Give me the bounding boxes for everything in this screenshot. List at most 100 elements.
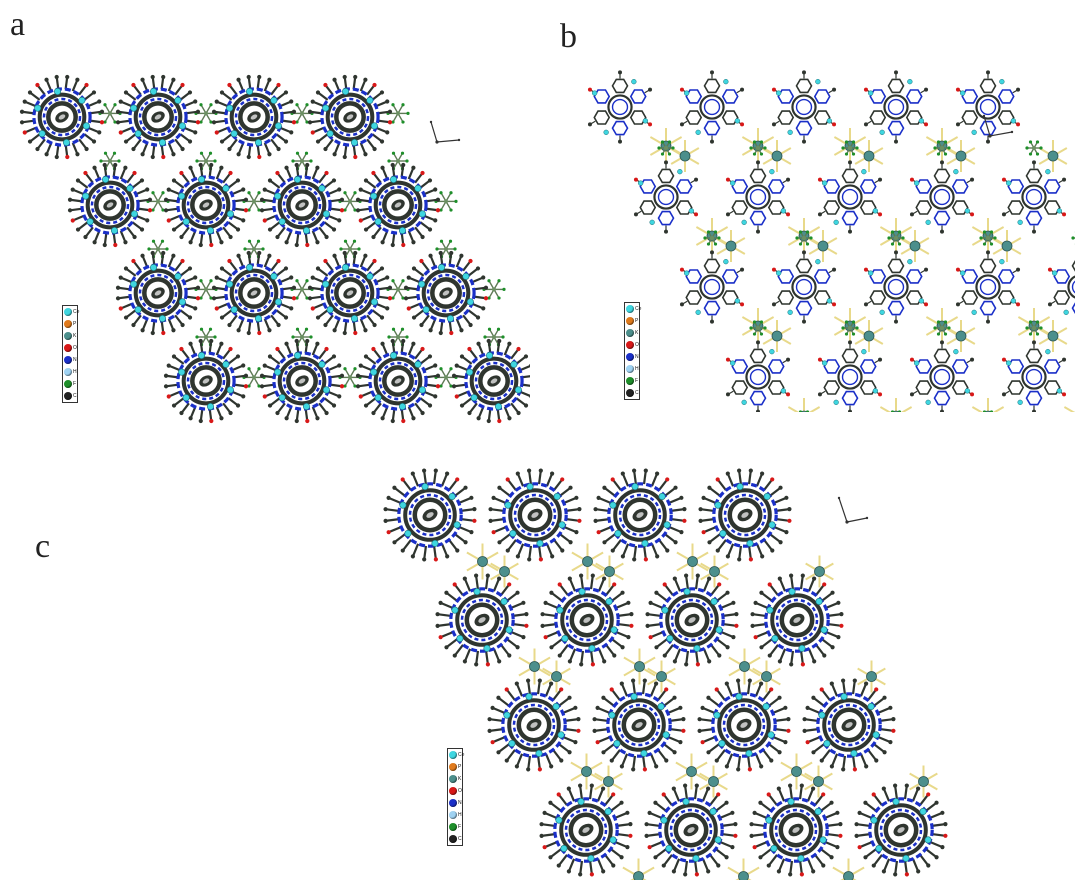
counter-ion-k xyxy=(623,648,656,685)
legend-entry: P xyxy=(63,318,77,330)
panel-label-b: b xyxy=(560,18,577,55)
atom-swatch-icon xyxy=(626,317,634,325)
macrocycle-cluster xyxy=(802,678,896,772)
counter-ion-f xyxy=(242,367,266,388)
macrocycle-cluster xyxy=(750,573,844,667)
macrocycle-cluster xyxy=(863,70,929,144)
macrocycle-cluster xyxy=(383,468,477,562)
counter-ion-f xyxy=(98,103,122,124)
legend-symbol: Ce xyxy=(73,308,80,315)
counter-ion-k xyxy=(699,765,728,798)
counter-ion-f xyxy=(387,151,409,171)
counter-ion-k xyxy=(542,660,571,693)
atom-swatch-icon xyxy=(64,368,72,376)
counter-ion-k xyxy=(675,753,708,790)
legend-symbol: P xyxy=(73,320,77,327)
counter-ion-k xyxy=(780,753,813,790)
legend-symbol: P xyxy=(458,763,462,770)
legend-symbol: P xyxy=(635,317,639,324)
atom-swatch-icon xyxy=(626,305,634,313)
counter-ion-f xyxy=(194,279,218,300)
legend-symbol: O xyxy=(458,787,462,794)
macrocycle-cluster xyxy=(817,160,883,234)
counter-ion-k xyxy=(787,398,821,412)
atom-swatch-icon xyxy=(449,811,457,819)
legend-entry: C xyxy=(448,833,462,845)
counter-ion-k xyxy=(808,230,838,262)
counter-ion-k xyxy=(1063,406,1075,412)
counter-ion-k xyxy=(594,765,623,798)
macrocycle-cluster xyxy=(403,250,489,336)
counter-ion-f xyxy=(435,239,457,259)
panel-label-c: c xyxy=(35,528,51,565)
atom-swatch-icon xyxy=(449,787,457,795)
legend-symbol: H xyxy=(73,368,77,375)
counter-ion-f xyxy=(841,140,859,156)
legend-symbol: Ce xyxy=(458,751,465,758)
macrocycle-cluster xyxy=(540,573,634,667)
macrocycle-cluster xyxy=(592,678,686,772)
legend-entry: Ce xyxy=(448,749,465,761)
counter-ion-k xyxy=(762,320,792,352)
axis-indicator-b xyxy=(982,114,1014,138)
counter-ion-k xyxy=(716,230,746,262)
macrocycle-cluster xyxy=(487,678,581,772)
atom-swatch-icon xyxy=(626,353,634,361)
macrocycle-cluster xyxy=(259,338,345,424)
counter-ion-k xyxy=(804,765,833,798)
counter-ion-f xyxy=(291,327,313,347)
panel-a-structure xyxy=(19,74,530,424)
macrocycle-cluster xyxy=(645,573,739,667)
legend-symbol: H xyxy=(635,365,639,372)
atom-swatch-icon xyxy=(64,392,72,400)
legend-entry: K xyxy=(448,773,462,785)
legend-entry: N xyxy=(625,351,639,363)
legend-entry: O xyxy=(63,342,77,354)
macrocycle-cluster xyxy=(854,783,948,877)
macrocycle-cluster xyxy=(697,678,791,772)
legend-entry: F xyxy=(63,378,77,390)
counter-ion-f xyxy=(890,410,902,412)
counter-ion-f xyxy=(386,103,410,124)
macrocycle-cluster xyxy=(163,338,249,424)
macrocycle-cluster xyxy=(771,250,837,324)
counter-ion-f xyxy=(982,410,994,412)
atom-swatch-icon xyxy=(449,763,457,771)
atom-swatch-icon xyxy=(64,344,72,352)
counter-ion-k xyxy=(700,555,729,588)
counter-ion-f xyxy=(798,410,810,412)
counter-ion-k xyxy=(676,543,709,580)
atom-swatch-icon xyxy=(64,356,72,364)
counter-ion-k xyxy=(466,543,499,580)
counter-ion-f xyxy=(703,230,721,246)
atom-swatch-icon xyxy=(64,308,72,316)
legend-entry: Ce xyxy=(63,306,80,318)
macrocycle-cluster xyxy=(593,468,687,562)
axis-indicator-a xyxy=(429,120,461,144)
macrocycle-cluster xyxy=(307,74,393,160)
macrocycle-cluster xyxy=(1001,340,1067,412)
counter-ion-f xyxy=(887,230,905,246)
counter-ion-f xyxy=(1025,140,1043,156)
macrocycle-cluster xyxy=(355,162,441,248)
legend-entry: H xyxy=(625,363,639,375)
macrocycle-cluster xyxy=(725,160,791,234)
counter-ion-f xyxy=(290,103,314,124)
macrocycle-cluster xyxy=(679,70,745,144)
counter-ion-k xyxy=(490,555,519,588)
legend-entry: K xyxy=(63,330,77,342)
atom-swatch-icon xyxy=(64,332,72,340)
macrocycle-cluster xyxy=(771,70,837,144)
legend-entry: F xyxy=(448,821,462,833)
counter-ion-k xyxy=(879,398,913,412)
counter-ion-f xyxy=(795,230,813,246)
macrocycle-cluster xyxy=(435,573,529,667)
counter-ion-f xyxy=(749,320,767,336)
counter-ion-k xyxy=(647,660,676,693)
macrocycle-cluster xyxy=(863,250,929,324)
counter-ion-k xyxy=(1038,320,1068,352)
panel-c-structure xyxy=(383,468,948,880)
legend-symbol: C xyxy=(458,835,462,842)
legend-entry: O xyxy=(448,785,462,797)
macrocycle-cluster xyxy=(115,250,201,336)
